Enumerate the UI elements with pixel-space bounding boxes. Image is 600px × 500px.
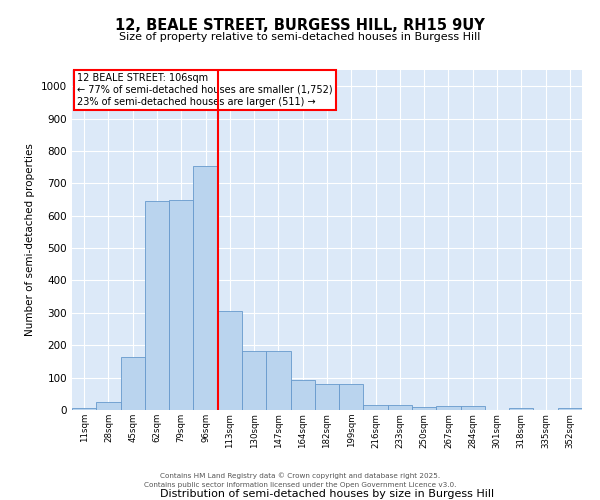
Bar: [461, 406, 485, 410]
Bar: [242, 350, 266, 410]
Text: 12 BEALE STREET: 106sqm
← 77% of semi-detached houses are smaller (1,752)
23% of: 12 BEALE STREET: 106sqm ← 77% of semi-de…: [77, 74, 333, 106]
Y-axis label: Number of semi-detached properties: Number of semi-detached properties: [25, 144, 35, 336]
Bar: [218, 311, 242, 410]
Bar: [145, 201, 169, 410]
Bar: [412, 407, 436, 410]
Bar: [436, 406, 461, 410]
Bar: [193, 166, 218, 410]
Bar: [72, 408, 96, 410]
Bar: [315, 384, 339, 410]
Bar: [290, 380, 315, 410]
Bar: [364, 405, 388, 410]
Bar: [169, 200, 193, 410]
Text: Contains HM Land Registry data © Crown copyright and database right 2025.
Contai: Contains HM Land Registry data © Crown c…: [144, 472, 456, 488]
Bar: [96, 402, 121, 410]
Bar: [509, 408, 533, 410]
X-axis label: Distribution of semi-detached houses by size in Burgess Hill: Distribution of semi-detached houses by …: [160, 490, 494, 500]
Bar: [266, 350, 290, 410]
Bar: [339, 384, 364, 410]
Bar: [388, 405, 412, 410]
Bar: [558, 408, 582, 410]
Text: Size of property relative to semi-detached houses in Burgess Hill: Size of property relative to semi-detach…: [119, 32, 481, 42]
Bar: [121, 356, 145, 410]
Text: 12, BEALE STREET, BURGESS HILL, RH15 9UY: 12, BEALE STREET, BURGESS HILL, RH15 9UY: [115, 18, 485, 32]
